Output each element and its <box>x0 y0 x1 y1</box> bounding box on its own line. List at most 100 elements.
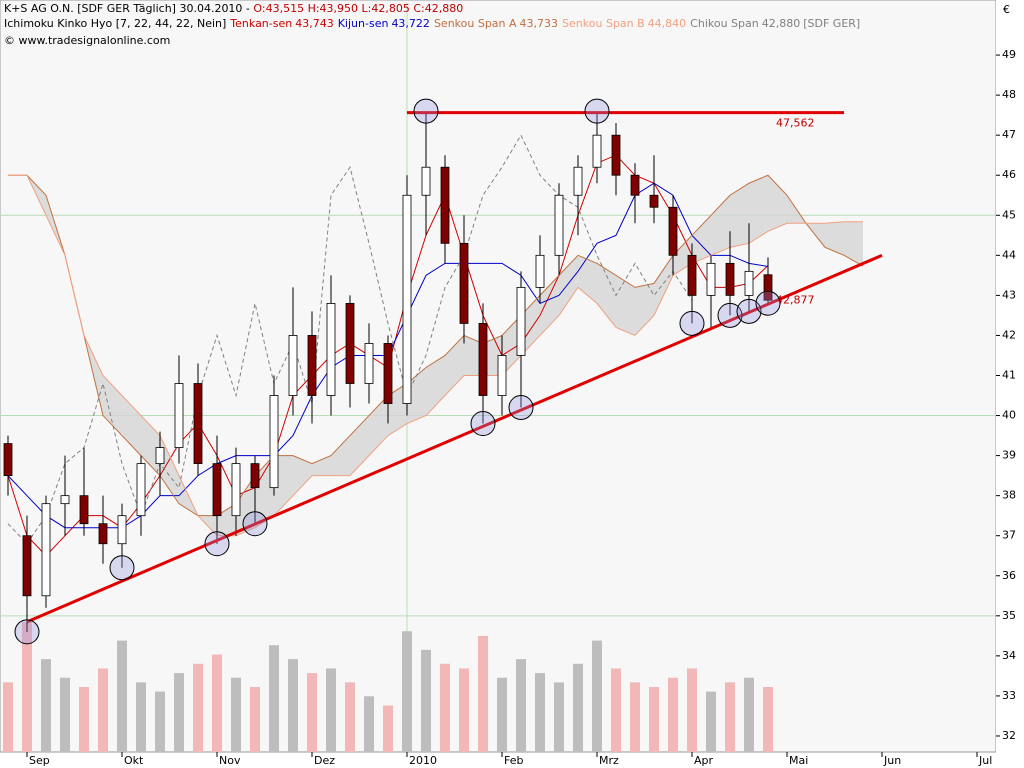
volume-bar <box>98 668 108 752</box>
volume-bar <box>136 682 146 752</box>
legend-value: 43,743 <box>295 17 334 30</box>
volume-bar <box>3 682 13 752</box>
volume-bar <box>345 682 355 752</box>
y-tick-label: 47 <box>1002 128 1016 141</box>
cloud <box>8 175 863 536</box>
volume-bar <box>60 677 70 752</box>
touch-circle <box>14 619 40 645</box>
candle-body <box>174 383 184 448</box>
candle-body <box>706 262 716 296</box>
volume-bar <box>364 696 374 752</box>
y-tick-label: 32 <box>1002 729 1016 742</box>
touch-circle <box>717 302 743 328</box>
x-tick-label: Jul <box>978 754 992 767</box>
candle-body <box>98 523 108 545</box>
volume-bar <box>592 640 602 752</box>
candle-body <box>250 463 260 489</box>
x-tick-label: Dez <box>314 754 335 767</box>
y-tick-label: 33 <box>1002 689 1016 702</box>
touch-circle <box>508 395 534 421</box>
legend-suffix: [SDF GER] <box>803 17 860 30</box>
y-tick-label: 41 <box>1002 368 1016 381</box>
y-unit: € <box>1003 3 1010 16</box>
touch-circle <box>242 511 268 537</box>
y-tick-label: 44 <box>1002 248 1016 261</box>
candle-body <box>630 174 640 196</box>
candle-body <box>307 335 317 396</box>
candle-body <box>554 194 564 256</box>
title: K+S AG O.N. [SDF GER Täglich] 30.04.2010… <box>4 2 253 15</box>
volume-bar <box>535 673 545 752</box>
volume-bar <box>269 645 279 752</box>
legend-name: Chikou Span <box>690 17 759 30</box>
candle-body <box>763 274 773 301</box>
y-tick-label: 49 <box>1002 48 1016 61</box>
volume-bar <box>421 649 431 752</box>
touch-circle <box>584 98 610 124</box>
touch-circle <box>413 98 439 124</box>
last-label: 42,877 <box>776 293 815 306</box>
candle-body <box>535 254 545 288</box>
y-tick-label: 38 <box>1002 489 1016 502</box>
volume-bar <box>212 654 222 752</box>
x-tick-label: Sep <box>29 754 50 767</box>
volume-bar <box>288 659 298 752</box>
volume-bar <box>193 663 203 752</box>
volume-bar <box>402 631 412 752</box>
x-tick-label: Jun <box>883 754 901 767</box>
candle-body <box>60 495 70 505</box>
volume-bar <box>763 687 773 752</box>
volume-bar <box>440 663 450 752</box>
volume-bar <box>231 677 241 752</box>
candle-body <box>383 343 393 404</box>
volume-bar <box>516 659 526 752</box>
volume-bar <box>478 635 488 752</box>
candle-body <box>231 463 241 517</box>
x-tick-label: Feb <box>504 754 523 767</box>
volume-bar <box>79 687 89 752</box>
legend-name: Tenkan-sen <box>229 17 292 30</box>
candle-body <box>611 134 621 176</box>
volume-bar <box>174 673 184 752</box>
legend-name: Kijun-sen <box>338 17 389 30</box>
candle-body <box>79 495 89 525</box>
candle-body <box>497 355 507 396</box>
y-tick-label: 35 <box>1002 609 1016 622</box>
candle-body <box>212 463 222 517</box>
y-tick-label: 36 <box>1002 569 1016 582</box>
volume-bar <box>497 677 507 752</box>
legend-name: Senkou Span A <box>434 17 517 30</box>
candle-body <box>117 515 127 545</box>
x-tick-label: Mai <box>789 754 808 767</box>
x-tick-label: Mrz <box>599 754 619 767</box>
candle-body <box>136 463 146 517</box>
volume-bar <box>383 705 393 752</box>
support-line <box>26 253 883 624</box>
volume-bar <box>668 677 678 752</box>
touch-circle <box>736 298 762 324</box>
legend-value: 42,880 <box>762 17 801 30</box>
candle-body <box>649 194 659 208</box>
candle-body <box>725 262 735 296</box>
volume-bar <box>155 691 165 752</box>
candle-body <box>478 323 488 396</box>
candle-body <box>516 286 526 356</box>
touch-circle <box>204 531 230 557</box>
candle-body <box>269 395 279 489</box>
legend-name: Senkou Span B <box>562 17 645 30</box>
candle-body <box>440 166 450 244</box>
y-tick-label: 48 <box>1002 88 1016 101</box>
y-tick-label: 34 <box>1002 649 1016 662</box>
x-tick-label: Apr <box>694 754 714 767</box>
candle-body <box>592 134 602 168</box>
volume-bar <box>687 668 697 752</box>
legend-value: 43,722 <box>391 17 430 30</box>
y-tick-label: 43 <box>1002 288 1016 301</box>
axis-area <box>996 0 1024 768</box>
candle-body <box>364 343 374 384</box>
indicator-line <box>8 174 864 517</box>
volume-bar <box>554 682 564 752</box>
x-tick-label: 2010 <box>409 754 437 767</box>
y-tick-label: 45 <box>1002 208 1016 221</box>
volume-bar <box>22 622 32 752</box>
